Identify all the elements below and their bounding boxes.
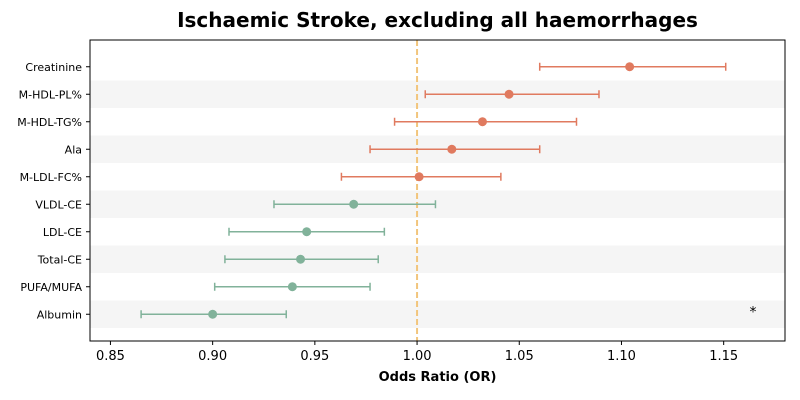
y-tick-label: VLDL-CE (35, 198, 82, 211)
odds-ratio-point (504, 89, 514, 99)
y-tick-label: LDL-CE (43, 226, 82, 239)
odds-ratio-point (414, 172, 424, 182)
x-axis: 0.85 0.90 0.95 1.00 1.05 1.10 1.15 (96, 341, 738, 364)
odds-ratio-point (208, 309, 218, 319)
significance-marker: * (750, 304, 757, 320)
row-band (90, 245, 785, 273)
odds-ratio-point (447, 144, 457, 154)
x-tick-label: 0.90 (198, 349, 227, 364)
row-band (90, 190, 785, 218)
odds-ratio-point (296, 254, 306, 264)
x-tick-label: 1.05 (505, 349, 534, 364)
y-tick-label: M-HDL-PL% (19, 88, 82, 101)
y-tick-label: Total-CE (37, 253, 82, 266)
odds-ratio-point (302, 227, 312, 237)
odds-ratio-point (349, 199, 359, 209)
chart-title: Ischaemic Stroke, excluding all haemorrh… (177, 8, 698, 32)
y-tick-label: M-LDL-FC% (20, 171, 82, 184)
odds-ratio-point (287, 282, 297, 292)
odds-ratio-point (477, 117, 487, 127)
x-tick-label: 1.10 (607, 349, 636, 364)
odds-ratio-points (208, 62, 635, 319)
x-tick-label: 0.85 (96, 349, 125, 364)
annotations: * (750, 304, 757, 320)
y-tick-label: PUFA/MUFA (20, 281, 82, 294)
x-tick-label: 1.00 (403, 349, 432, 364)
plot-frame (89, 39, 786, 342)
y-tick-label: Creatinine (25, 61, 82, 74)
y-tick-label: Albumin (37, 308, 82, 321)
y-tick-label: Ala (65, 143, 82, 156)
x-tick-label: 1.15 (709, 349, 738, 364)
y-tick-label: M-HDL-TG% (17, 116, 82, 129)
x-tick-label: 0.95 (300, 349, 329, 364)
odds-ratio-point (625, 62, 635, 72)
x-axis-label: Odds Ratio (OR) (379, 370, 497, 385)
row-bands (90, 80, 785, 328)
y-axis: Creatinine M-HDL-PL% M-HDL-TG% Ala M-LDL-FC%… (17, 61, 90, 321)
